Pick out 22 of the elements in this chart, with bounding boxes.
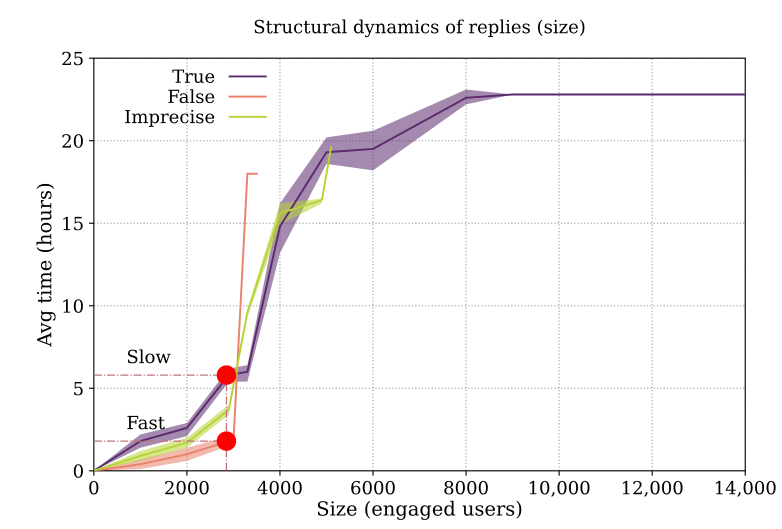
- legend-label: Imprecise: [125, 110, 214, 127]
- ref-line-label: Slow: [128, 349, 171, 364]
- x-tick-label: 8000: [444, 480, 488, 495]
- y-tick-label: 20: [62, 134, 83, 148]
- y-tick-label: 0: [74, 464, 83, 478]
- x-tick-label: 2000: [165, 480, 209, 495]
- x-axis-title: Size (engaged users): [318, 500, 522, 520]
- x-tick-label: 10,000: [530, 480, 590, 497]
- y-tick-label: 10: [63, 299, 83, 313]
- ref-line-label: Fast: [127, 416, 165, 430]
- y-tick-label: 5: [74, 382, 83, 396]
- y-axis-title: Avg time (hours): [36, 184, 56, 347]
- legend-label: True: [172, 70, 214, 83]
- x-tick-label: 14,000: [716, 480, 776, 497]
- x-tick-label: 12,000: [622, 480, 683, 497]
- y-tick-label: 25: [62, 52, 83, 66]
- x-tick-label: 6000: [351, 480, 395, 495]
- chart-title: Structural dynamics of replies (size): [254, 19, 584, 38]
- y-tick-label: 15: [63, 216, 83, 230]
- legend-label: False: [168, 89, 214, 104]
- x-tick-label: 4000: [258, 480, 302, 495]
- x-tick-label: 0: [89, 480, 98, 495]
